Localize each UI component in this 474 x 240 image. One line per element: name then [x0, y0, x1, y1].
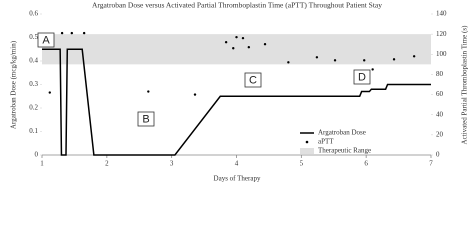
legend-label: Therapeutic Range: [318, 147, 371, 155]
annotation-box: [137, 111, 155, 127]
aptt-point: [287, 61, 290, 64]
x-tick-label: 5: [300, 160, 304, 168]
aptt-point: [263, 43, 267, 46]
aptt-point: [193, 93, 197, 96]
y2-tick-label: 0: [436, 151, 440, 159]
x-tick-label: 1: [40, 160, 44, 168]
aptt-point: [60, 31, 64, 35]
y2-tick-label: 100: [436, 50, 447, 58]
legend-swatch: [305, 140, 309, 144]
y2-tick-label: 40: [436, 110, 444, 118]
y-tick-label: 0: [35, 151, 39, 159]
y-tick-label: 0.5: [29, 33, 38, 41]
y-tick-label: 0.3: [29, 80, 38, 88]
aptt-point: [70, 31, 74, 35]
aptt-point: [82, 31, 86, 35]
y2-tick-label: 60: [436, 90, 444, 98]
annotation: D: [358, 71, 366, 83]
aptt-point: [147, 90, 150, 93]
aptt-point: [241, 36, 245, 40]
aptt-point: [371, 68, 374, 71]
aptt-point: [48, 91, 51, 94]
x-tick-label: 2: [105, 160, 109, 168]
annotation-box: [353, 69, 371, 85]
aptt-point: [412, 55, 416, 58]
aptt-point: [224, 41, 228, 44]
legend-swatch: [300, 148, 314, 154]
aptt-point: [333, 59, 337, 62]
aptt-point: [363, 59, 366, 62]
chart-title: Argatroban Dose versus Activated Partial…: [92, 1, 382, 10]
annotation: B: [142, 113, 149, 125]
y-tick-label: 0.6: [29, 10, 38, 18]
aptt-point: [315, 56, 319, 59]
x-tick-label: 3: [170, 160, 174, 168]
annotation-box: [244, 72, 262, 88]
x-tick-label: 7: [429, 160, 433, 168]
aptt-point: [392, 58, 396, 61]
x-axis-label: Days of Therapy: [214, 175, 261, 183]
y2-tick-label: 80: [436, 70, 444, 78]
y-axis-label: Argatroban Dose (mcg/kg/min): [10, 40, 18, 129]
therapeutic-range: [42, 34, 431, 65]
aptt-point: [235, 35, 238, 39]
y2-tick-label: 120: [436, 30, 447, 38]
y-tick-label: 0.1: [29, 127, 38, 135]
legend-label: Argatroban Dose: [318, 129, 366, 137]
y2-tick-label: 140: [436, 10, 447, 18]
y-tick-label: 0.2: [29, 104, 38, 112]
x-tick-label: 6: [364, 160, 368, 168]
y2-axis-label: Activated Partial Thromboplastin Time (s…: [461, 25, 469, 145]
y2-tick-label: 20: [436, 130, 444, 138]
annotation: C: [249, 74, 257, 86]
annotation-box: [37, 32, 55, 48]
dose-line: [42, 48, 431, 156]
annotation: A: [42, 34, 50, 46]
x-tick-label: 4: [235, 160, 239, 168]
legend-label: aPTT: [318, 138, 334, 146]
aptt-point: [247, 46, 251, 49]
aptt-point: [232, 47, 235, 50]
chart: Argatroban Dose versus Activated Partial…: [10, 1, 469, 183]
y-tick-label: 0.4: [29, 57, 38, 65]
